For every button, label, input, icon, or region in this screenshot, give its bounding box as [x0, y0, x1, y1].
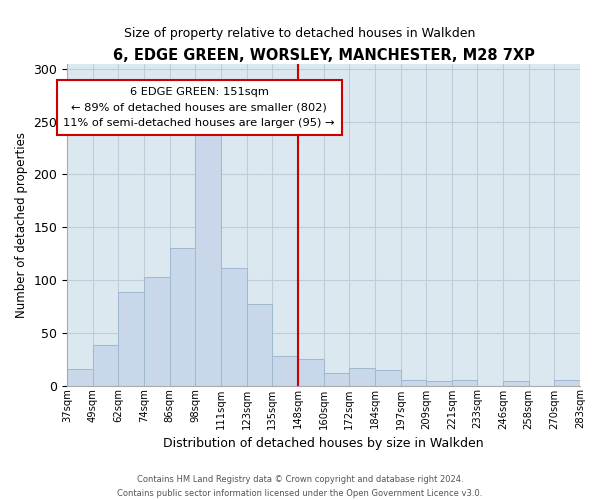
Bar — [67, 368, 93, 386]
Text: Contains HM Land Registry data © Crown copyright and database right 2024.
Contai: Contains HM Land Registry data © Crown c… — [118, 476, 482, 498]
Bar — [196, 134, 221, 386]
Bar — [349, 368, 375, 386]
Bar — [375, 370, 401, 386]
Bar — [554, 380, 580, 386]
X-axis label: Distribution of detached houses by size in Walkden: Distribution of detached houses by size … — [163, 437, 484, 450]
Bar — [503, 382, 529, 386]
Bar — [144, 277, 170, 386]
Bar — [170, 248, 196, 386]
Bar — [426, 382, 452, 386]
Bar — [401, 380, 426, 386]
Title: 6, EDGE GREEN, WORSLEY, MANCHESTER, M28 7XP: 6, EDGE GREEN, WORSLEY, MANCHESTER, M28 … — [113, 48, 535, 62]
Bar — [93, 346, 118, 386]
Bar — [323, 373, 349, 386]
Bar — [118, 292, 144, 386]
Text: Size of property relative to detached houses in Walkden: Size of property relative to detached ho… — [124, 28, 476, 40]
Bar — [272, 356, 298, 386]
Bar — [452, 380, 478, 386]
Bar — [221, 268, 247, 386]
Y-axis label: Number of detached properties: Number of detached properties — [15, 132, 28, 318]
Bar — [247, 304, 272, 386]
Bar — [298, 359, 323, 386]
Text: 6 EDGE GREEN: 151sqm
← 89% of detached houses are smaller (802)
11% of semi-deta: 6 EDGE GREEN: 151sqm ← 89% of detached h… — [64, 87, 335, 128]
